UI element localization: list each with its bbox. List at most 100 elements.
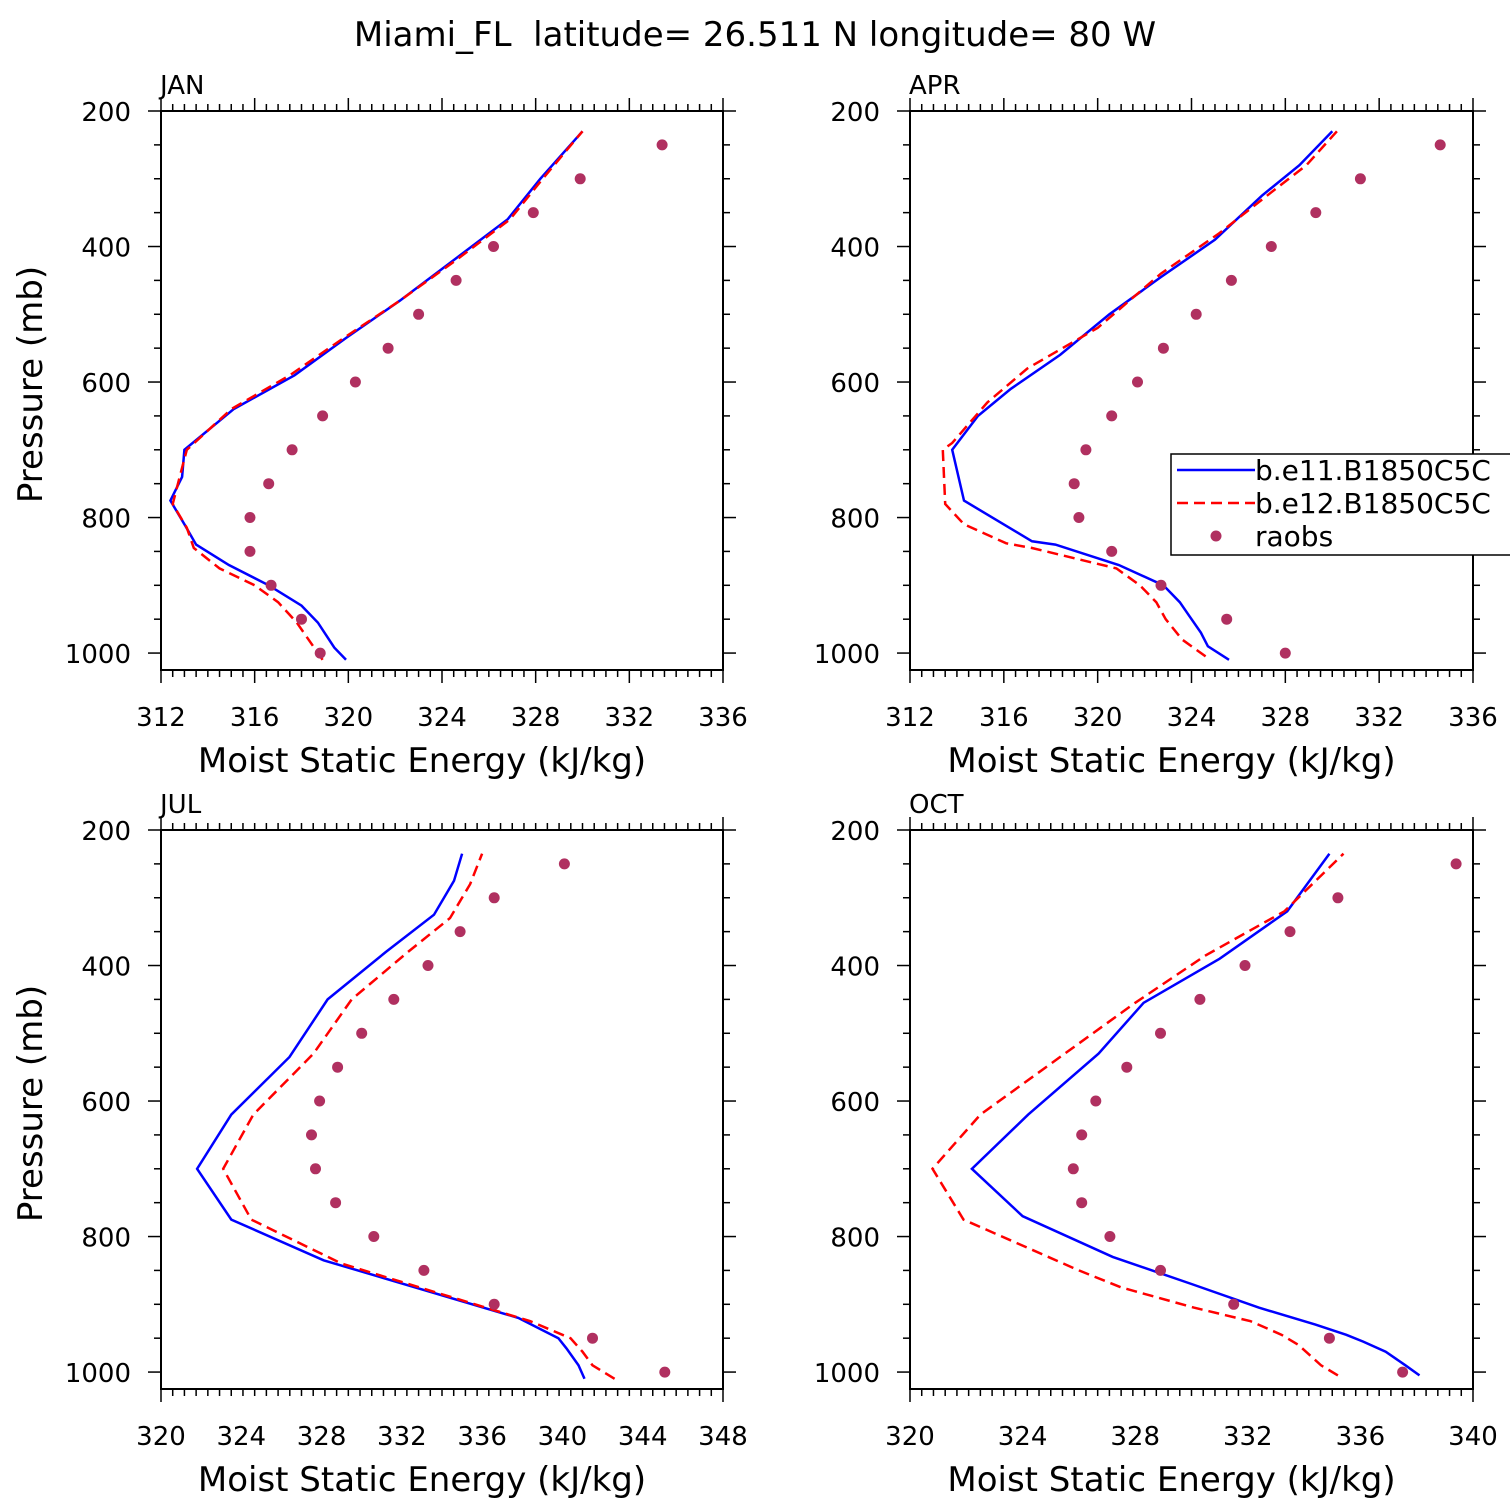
raobs-point	[1132, 376, 1143, 388]
raobs-point	[574, 173, 586, 185]
y-tick-label: 800	[830, 505, 880, 535]
x-tick-label: 328	[1261, 703, 1311, 733]
x-tick-label: 332	[1223, 1422, 1273, 1452]
raobs-point	[450, 274, 462, 286]
series-line-model1	[168, 130, 584, 661]
x-tick-label: 328	[297, 1422, 347, 1452]
y-tick-label: 200	[830, 817, 880, 847]
x-tick-label: 332	[377, 1422, 427, 1452]
y-tick-label: 600	[81, 1088, 131, 1118]
y-tick-label: 200	[81, 817, 131, 847]
x-tick-label: 320	[885, 1422, 935, 1452]
series-line-model1	[195, 853, 586, 1380]
y-tick-label: 400	[81, 953, 131, 983]
raobs-point	[349, 376, 361, 388]
x-tick-label: 344	[618, 1422, 668, 1452]
raobs-point	[368, 1231, 380, 1242]
y-tick-label: 400	[830, 953, 880, 983]
raobs-point	[422, 960, 434, 971]
plot-frame	[909, 110, 1474, 671]
plot-frame	[909, 829, 1474, 1390]
raobs-point	[1310, 207, 1322, 219]
y-tick-label: 400	[81, 234, 131, 264]
raobs-point	[265, 579, 277, 591]
raobs-point	[1190, 308, 1202, 320]
raobs-point	[314, 647, 326, 659]
y-tick-label: 400	[830, 234, 880, 264]
panel-title: JAN	[158, 71, 204, 101]
raobs-point	[1157, 342, 1169, 354]
raobs-point	[1121, 1061, 1133, 1073]
x-tick-label: 340	[538, 1422, 588, 1452]
panel-apr: APR 312 316 320 324 328 332 336 200 400 600 800 1000…	[814, 71, 1498, 781]
raobs-point	[1155, 1027, 1166, 1039]
x-tick-label: 312	[136, 703, 186, 733]
panel-title: OCT	[909, 790, 964, 820]
raobs-point	[1155, 579, 1167, 591]
x-tick-label: 312	[885, 703, 935, 733]
raobs-point	[1194, 993, 1206, 1005]
raobs-point	[418, 1264, 430, 1276]
legend-label-model1: b.e11.B1850C5C	[1255, 454, 1491, 487]
plot-frame	[160, 829, 724, 1390]
panel-title: APR	[909, 71, 961, 101]
y-tick-label: 800	[830, 1224, 880, 1254]
raobs-point	[263, 478, 275, 490]
raobs-point	[332, 1061, 344, 1073]
x-tick-label: 328	[511, 703, 561, 733]
panel-title: JUL	[158, 790, 202, 820]
x-tick-label: 336	[457, 1422, 507, 1452]
x-tick-label: 320	[1073, 703, 1123, 733]
figure-title: Miami_FL latitude= 26.511 N longitude= 8…	[354, 15, 1156, 55]
x-tick-label: 324	[216, 1422, 266, 1452]
y-axis-label: Pressure (mb)	[11, 266, 51, 503]
raobs-point	[454, 926, 466, 938]
x-tick-label: 324	[417, 703, 467, 733]
x-tick-label: 332	[1354, 703, 1404, 733]
raobs-point	[1068, 478, 1080, 490]
raobs-point	[306, 1129, 317, 1141]
raobs-point	[488, 241, 499, 252]
series-line-model1	[970, 852, 1421, 1377]
raobs-point	[1434, 139, 1446, 151]
y-tick-label: 800	[81, 1224, 131, 1254]
raobs-point	[244, 545, 256, 557]
raobs-point	[558, 858, 570, 870]
series-line-model2	[221, 853, 616, 1380]
x-tick-label: 328	[1110, 1422, 1160, 1452]
x-tick-label: 340	[1448, 1422, 1498, 1452]
x-tick-label: 324	[998, 1422, 1048, 1452]
raobs-point	[356, 1027, 368, 1039]
raobs-point	[656, 139, 668, 151]
raobs-point	[1073, 512, 1085, 523]
x-tick-label: 348	[698, 1422, 748, 1452]
raobs-point	[1221, 613, 1233, 625]
y-tick-label: 800	[81, 505, 131, 535]
x-tick-label: 332	[605, 703, 655, 733]
x-tick-label: 336	[1336, 1422, 1386, 1452]
x-tick-label: 316	[979, 703, 1029, 733]
x-axis-label: Moist Static Energy (kJ/kg)	[947, 741, 1395, 781]
raobs-point	[1225, 274, 1237, 286]
raobs-point	[1155, 1264, 1166, 1276]
raobs-point	[1106, 545, 1118, 557]
raobs-point	[296, 613, 307, 625]
raobs-point	[587, 1332, 598, 1344]
y-tick-label: 1000	[65, 640, 131, 670]
raobs-point	[1080, 444, 1092, 456]
raobs-point	[1106, 410, 1118, 422]
raobs-point	[314, 1095, 326, 1107]
y-axis-label: Pressure (mb)	[11, 985, 51, 1222]
raobs-point	[1076, 1197, 1088, 1209]
raobs-point	[286, 444, 298, 456]
y-tick-label: 600	[830, 369, 880, 399]
y-tick-label: 200	[81, 98, 131, 128]
legend-label-model2: b.e12.B1850C5C	[1255, 487, 1491, 520]
raobs-point	[317, 410, 329, 422]
raobs-point	[1354, 173, 1366, 185]
raobs-point	[527, 207, 539, 219]
raobs-point	[388, 993, 400, 1005]
x-tick-label: 316	[230, 703, 280, 733]
raobs-point	[659, 1366, 671, 1378]
